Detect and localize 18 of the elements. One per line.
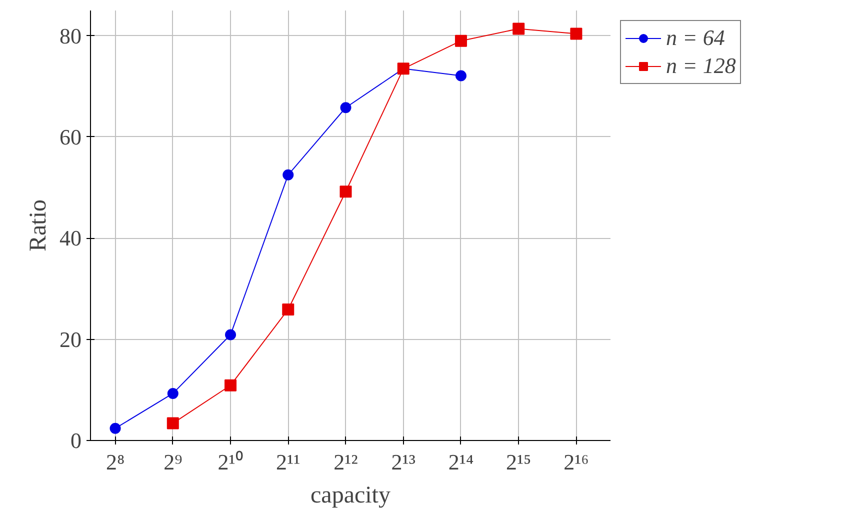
legend-label: n = 64 — [666, 25, 725, 51]
x-tick-label: 2⁸ — [106, 450, 125, 474]
y-tick-label: 20 — [60, 326, 82, 352]
y-tick-label: 60 — [60, 124, 82, 150]
y-tick-label: 0 — [70, 428, 82, 453]
x-tick-label: 2¹² — [334, 450, 358, 474]
y-tick-label: 80 — [60, 23, 82, 48]
x-tick-label: 2¹⁵ — [506, 450, 532, 474]
x-axis-title: capacity — [310, 482, 390, 508]
y-tick-label: 40 — [60, 226, 82, 251]
x-tick-label: 2¹⁴ — [448, 450, 474, 474]
x-tick-label: 2¹¹ — [276, 450, 300, 474]
x-tick-label: 2¹⁶ — [564, 450, 589, 474]
x-tick-label: 2¹⁰ — [218, 450, 244, 474]
x-tick-label: 2¹³ — [391, 450, 416, 474]
legend-label: n = 128 — [666, 53, 736, 79]
y-axis-title: Ratio — [26, 200, 52, 252]
x-tick-label: 2⁹ — [164, 450, 183, 474]
